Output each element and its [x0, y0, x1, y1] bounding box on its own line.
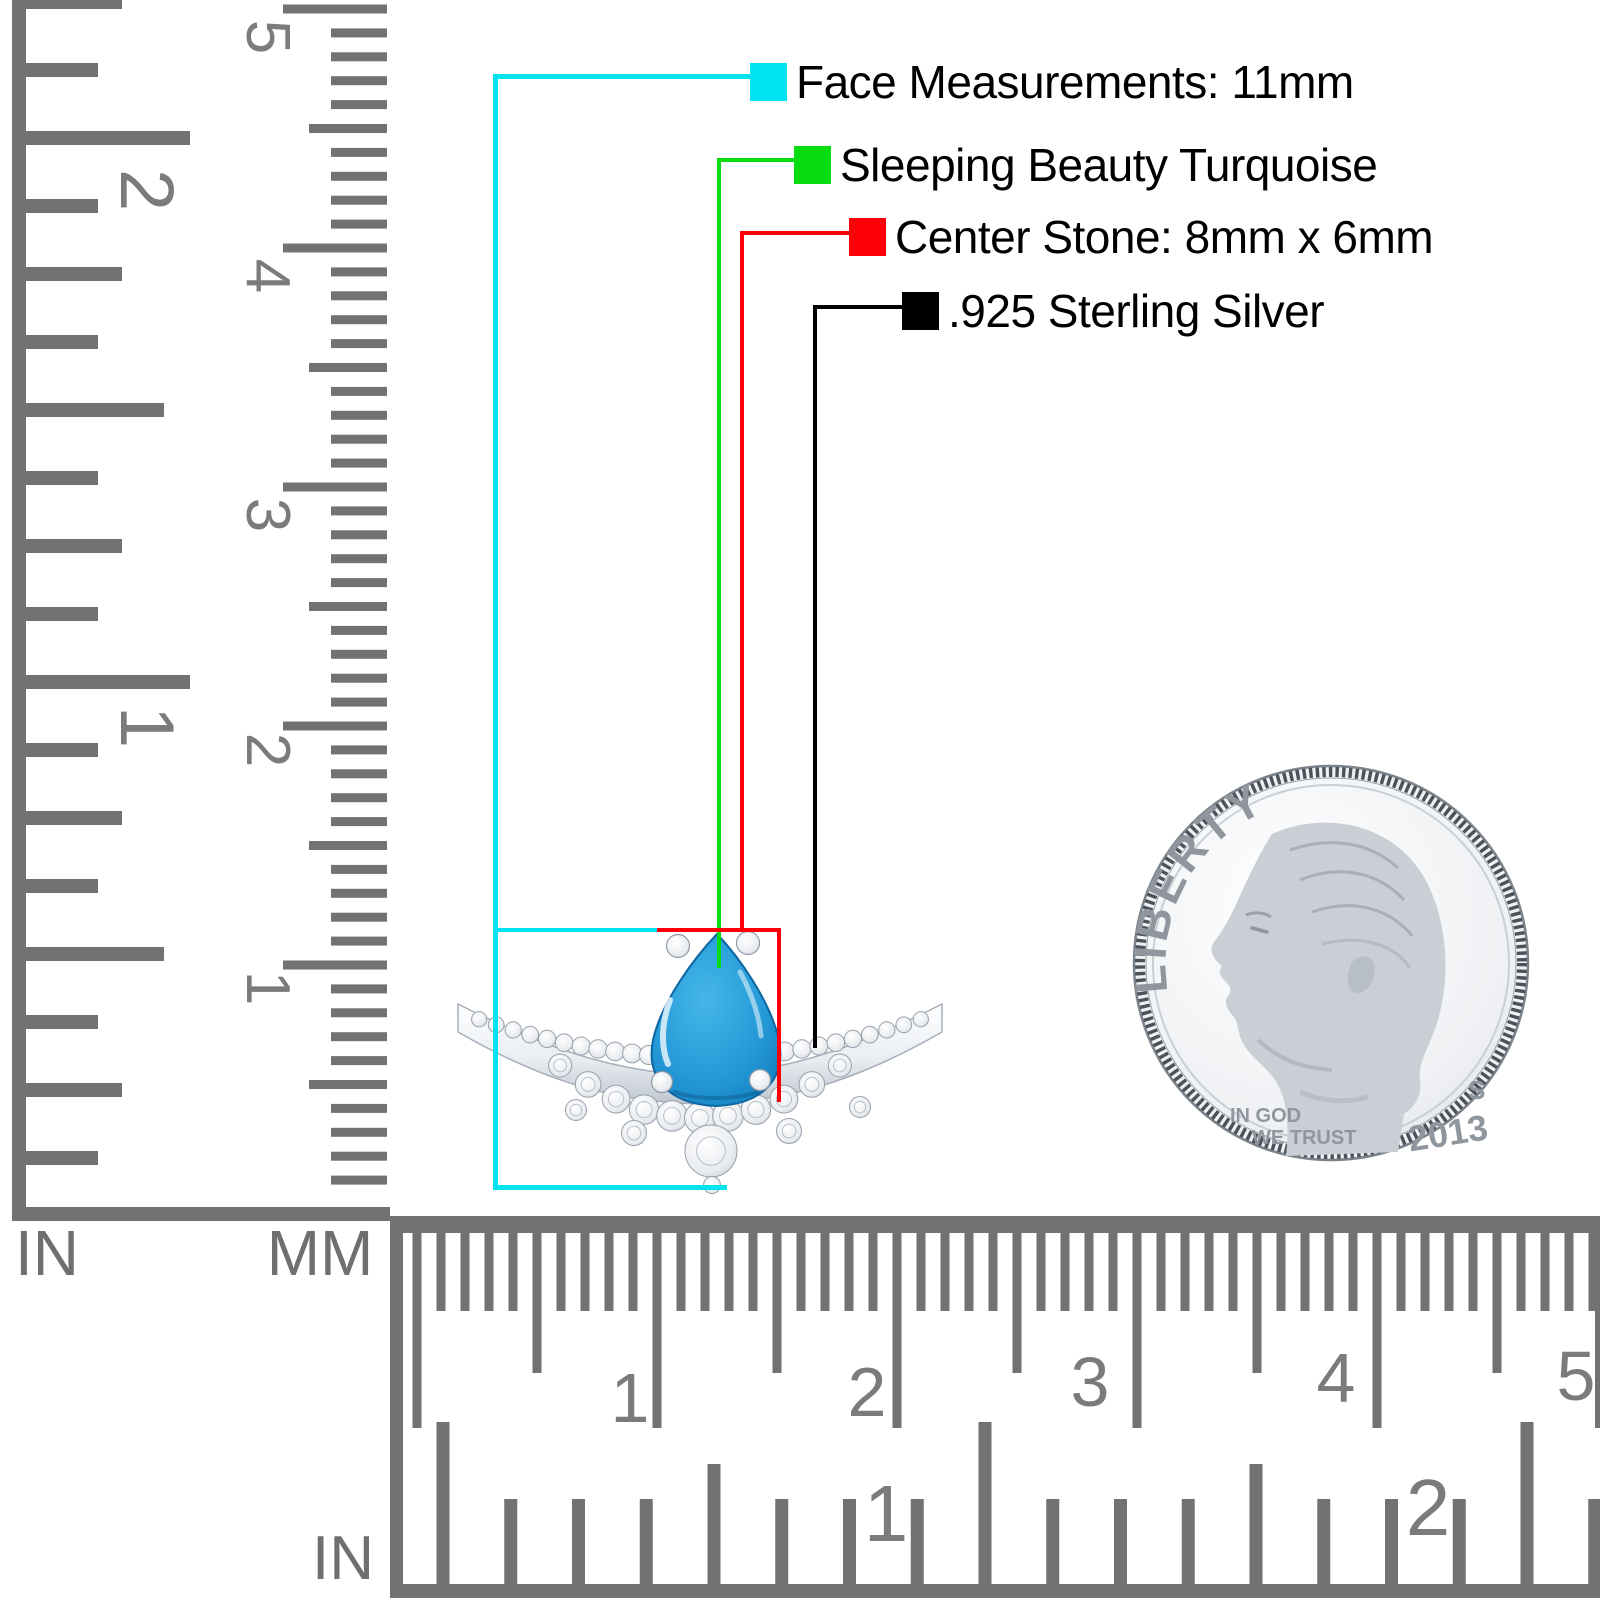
- black-swatch-icon: [902, 292, 939, 330]
- leader-line-green-horizontal: [717, 158, 794, 162]
- leader-line-black-horizontal: [813, 305, 902, 309]
- coin-motto-line1: IN GOD: [1230, 1105, 1301, 1127]
- leader-line-red-stone-top: [657, 928, 780, 932]
- ruler-unit-in: IN: [15, 1217, 79, 1289]
- ruler-unit-in-bottom: IN: [312, 1524, 374, 1593]
- annotation-center-stone: Center Stone: 8mm x 6mm: [849, 211, 1434, 263]
- ruler-number: 2: [104, 168, 189, 212]
- ruler-number: 4: [233, 258, 302, 294]
- annotation-stone-type: Sleeping Beauty Turquoise: [794, 139, 1378, 191]
- leader-line-cyan-face-bottom: [493, 1185, 727, 1190]
- dime-coin: LIBERTY IN GOD WE TRUST S 2013: [1125, 764, 1530, 1162]
- coin-motto-line2: WE TRUST: [1252, 1127, 1356, 1149]
- ruler-number: 4: [1316, 1339, 1356, 1417]
- ruler-number: 5: [233, 19, 302, 55]
- leader-line-green-vertical: [717, 158, 721, 968]
- ruler-number: 2: [233, 732, 302, 768]
- red-swatch-icon: [849, 218, 886, 256]
- ruler-number: 3: [233, 497, 302, 533]
- annotation-label: Sleeping Beauty Turquoise: [840, 139, 1378, 191]
- ring-photo: [457, 930, 943, 1194]
- ruler-number: 2: [847, 1353, 887, 1431]
- ruler-number: 1: [863, 1469, 909, 1558]
- ruler-number: 5: [1556, 1337, 1596, 1415]
- ruler-number: 1: [233, 970, 302, 1006]
- ruler-unit-mm: MM: [266, 1217, 374, 1289]
- ruler-number: 1: [104, 705, 189, 749]
- leader-line-cyan-face-top: [493, 928, 657, 932]
- annotation-label: Center Stone: 8mm x 6mm: [895, 211, 1434, 263]
- leader-line-red-stone-side: [777, 928, 781, 1102]
- leader-line-red-vertical: [740, 231, 744, 930]
- ruler-number: 3: [1070, 1343, 1110, 1421]
- annotation-metal: .925 Sterling Silver: [902, 285, 1325, 337]
- roosevelt-portrait: [1211, 822, 1446, 1156]
- leader-line-red-horizontal: [740, 231, 849, 235]
- cyan-swatch-icon: [750, 63, 787, 101]
- ruler-number: 2: [1405, 1463, 1451, 1552]
- leader-line-black-vertical: [813, 305, 817, 1048]
- annotation-face-measurements: Face Measurements: 11mm: [750, 59, 1354, 105]
- leader-line-cyan-horizontal: [493, 74, 750, 79]
- ruler-number: 1: [610, 1359, 650, 1437]
- annotation-label: Face Measurements: 11mm: [796, 56, 1354, 108]
- annotation-label: .925 Sterling Silver: [948, 285, 1325, 337]
- coin-mint-mark: S: [1468, 1075, 1485, 1105]
- leader-line-cyan-vertical: [493, 74, 498, 1189]
- green-swatch-icon: [794, 146, 831, 184]
